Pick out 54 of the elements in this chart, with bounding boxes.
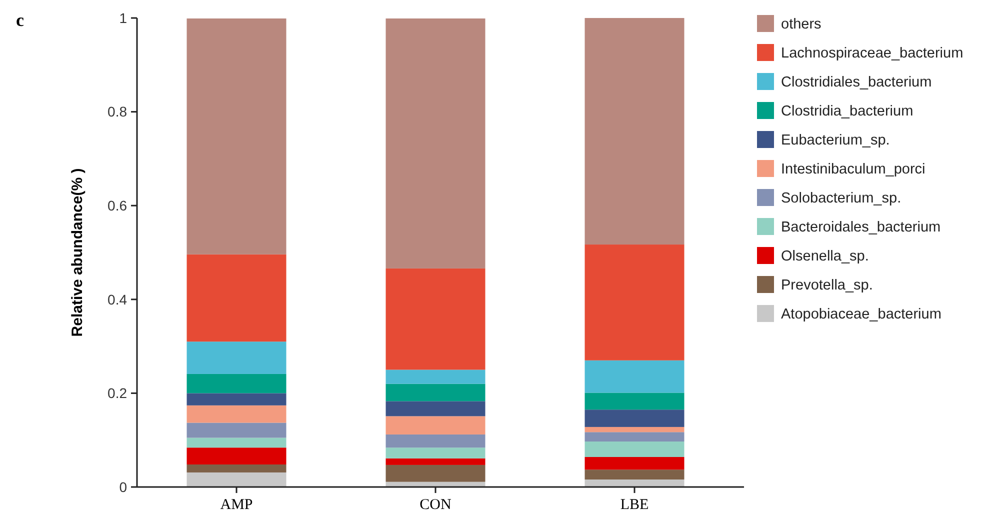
bar xyxy=(386,268,486,370)
bar xyxy=(386,448,486,458)
y-tick-label: 0.8 xyxy=(108,104,128,120)
legend-label: Bacteroidales_bacterium xyxy=(781,220,941,236)
bar xyxy=(186,374,286,394)
legend-label: Olsenella_sp. xyxy=(781,248,869,265)
bar xyxy=(584,426,684,432)
y-tick-label: 0 xyxy=(119,478,128,495)
x-tick-label: AMP xyxy=(220,497,253,513)
bar xyxy=(186,254,286,342)
bar xyxy=(584,392,684,410)
x-tick-label: CON xyxy=(420,497,452,513)
bar xyxy=(584,479,684,487)
chart-title: c xyxy=(16,10,24,30)
bar xyxy=(386,458,486,465)
bar xyxy=(386,401,486,416)
y-tick-label: 1 xyxy=(119,10,128,26)
bar xyxy=(186,405,286,423)
y-tick-label: 0.4 xyxy=(108,291,128,308)
bar xyxy=(584,456,684,470)
bar xyxy=(186,393,286,406)
bar xyxy=(186,464,286,472)
bar xyxy=(186,438,286,448)
bar xyxy=(584,442,684,457)
bar xyxy=(386,370,486,384)
legend-label: Clostridia_bacterium xyxy=(781,104,914,120)
legend-label: Clostridiales_bacterium xyxy=(781,74,932,91)
y-axis-title: Relative abundance(% ) xyxy=(69,168,86,337)
x-tick-label: LBE xyxy=(620,497,649,513)
bar xyxy=(584,18,684,245)
bar xyxy=(386,384,486,402)
bar xyxy=(186,472,286,487)
legend-label: others xyxy=(781,16,822,33)
bar xyxy=(386,434,486,448)
legend-label: Prevotella_sp. xyxy=(781,278,873,294)
legend-label: Eubacterium_sp. xyxy=(781,132,890,149)
bar xyxy=(186,422,286,438)
bar xyxy=(584,360,684,393)
bar xyxy=(386,464,486,482)
y-tick-label: 0.2 xyxy=(108,385,128,402)
legend-label: Atopobiaceae_bacterium xyxy=(781,306,942,323)
bar xyxy=(386,18,486,268)
bar xyxy=(186,448,286,464)
bar xyxy=(186,342,286,374)
legend-label: Intestinibaculum_porci xyxy=(781,162,926,178)
bar xyxy=(584,432,684,442)
bar xyxy=(584,470,684,480)
bar xyxy=(584,410,684,427)
legend-label: Solobacterium_sp. xyxy=(781,190,902,207)
y-tick-label: 0.6 xyxy=(108,198,128,214)
bar xyxy=(386,416,486,434)
bar xyxy=(584,244,684,360)
bar xyxy=(186,18,286,254)
legend-label: Lachnospiraceae_bacterium xyxy=(781,46,964,62)
